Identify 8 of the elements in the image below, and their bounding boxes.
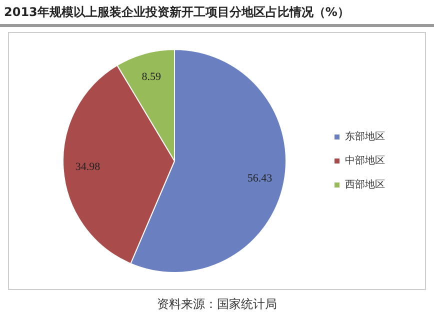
data-label: 8.59 (142, 71, 162, 84)
legend-label: 西部地区 (345, 178, 385, 191)
data-label: 56.43 (247, 172, 273, 184)
legend-label: 中部地区 (345, 154, 385, 167)
legend-label: 东部地区 (345, 130, 385, 143)
data-label: 34.98 (75, 160, 101, 173)
text: 资料来源：国家统计局 (156, 296, 278, 313)
chart-title: 2013年规模以上服装企业投资新开工项目分地区占比情况（%） (4, 4, 350, 21)
